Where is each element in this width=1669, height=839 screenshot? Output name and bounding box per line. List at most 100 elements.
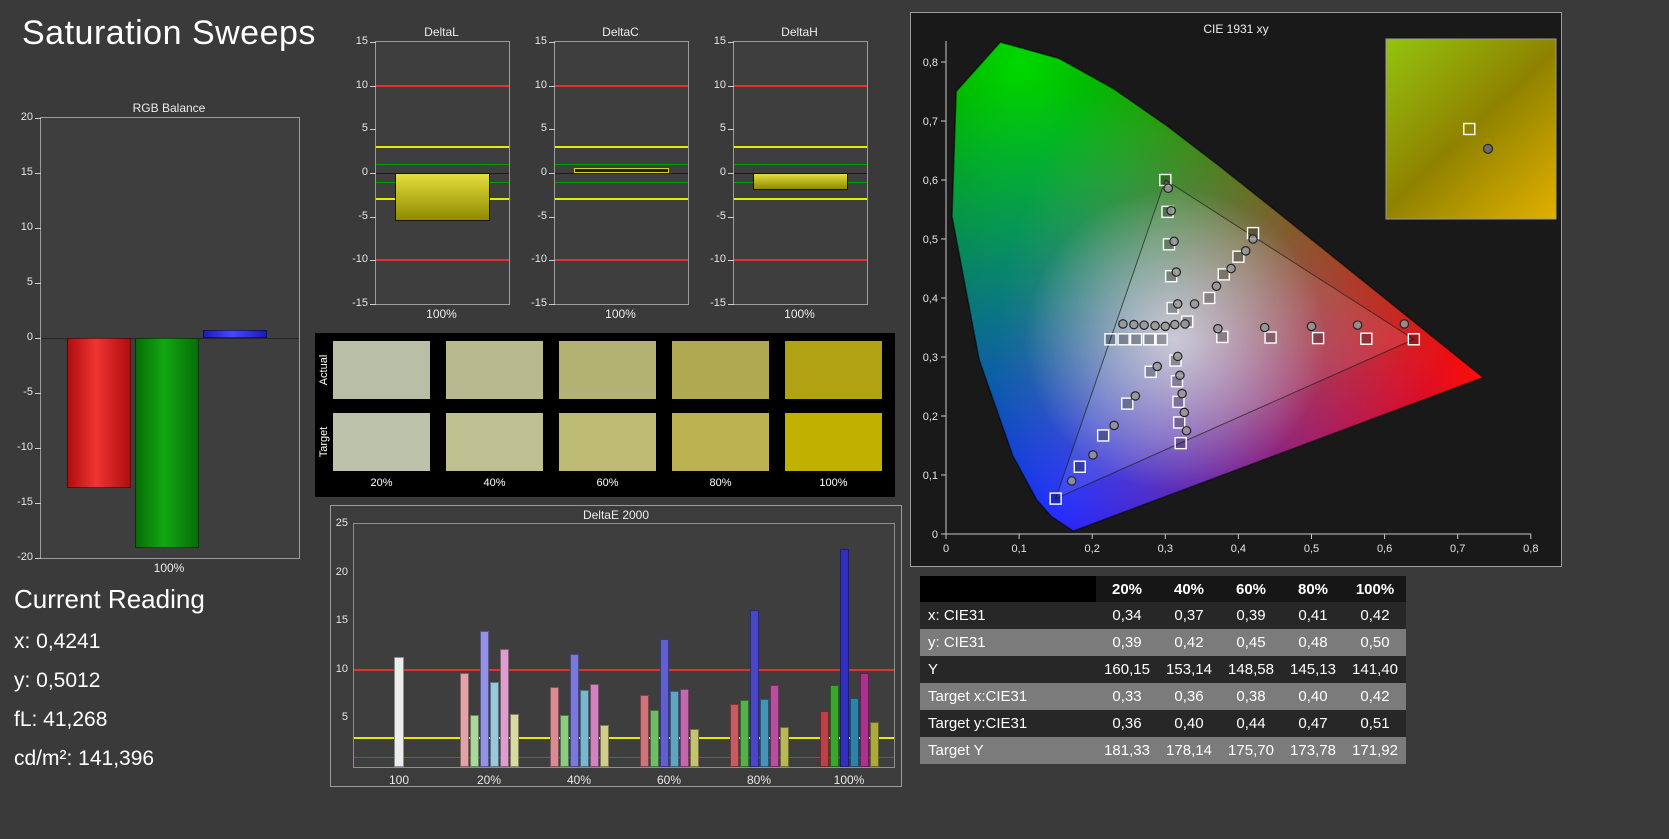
- target-marker: [1121, 397, 1134, 410]
- table-cell: 0,33: [1112, 688, 1142, 705]
- y-tick-label: -20: [17, 551, 33, 563]
- target-marker: [1129, 333, 1143, 346]
- deltac-xlabel: 100%: [605, 307, 636, 321]
- y-tick-label: 0,2: [923, 411, 938, 423]
- current-reading-cdm2: cd/m²: 141,396: [14, 747, 155, 770]
- deltae-bar: [869, 722, 879, 767]
- y-tick-label: 10: [355, 78, 368, 91]
- table-row: Target x:CIE31 0,33 0,36 0,38 0,40 0,42: [920, 683, 1406, 710]
- x-tick-label: 0,5: [1304, 543, 1319, 555]
- rgb-bar-blue: [203, 330, 267, 338]
- table-cell: 0,41: [1298, 607, 1328, 624]
- deltae-bar: [394, 657, 404, 767]
- ref-line-yellow: [555, 198, 688, 201]
- table-cell: 0,42: [1360, 688, 1390, 705]
- measured-marker: [1352, 320, 1363, 330]
- y-tick-mark: [35, 228, 41, 229]
- table-row: x: CIE31 0,34 0,37 0,39 0,41 0,42: [920, 602, 1406, 629]
- swatch-target-100%: [785, 413, 882, 471]
- target-marker: [1202, 291, 1216, 305]
- y-tick-label: -15: [352, 297, 368, 309]
- y-tick-mark: [35, 448, 41, 449]
- swatch-label: 60%: [596, 477, 619, 489]
- table-cell: 0,45: [1236, 634, 1266, 651]
- target-marker: [1174, 436, 1187, 450]
- y-tick-mark: [35, 118, 41, 119]
- x-axis-label: 20%: [476, 773, 502, 787]
- measured-marker: [1139, 320, 1149, 330]
- ref-line-red: [734, 84, 867, 87]
- ref-line-red: [376, 84, 509, 87]
- swatch-actual-20%: [333, 341, 430, 399]
- target-marker: [1117, 333, 1130, 346]
- cie-data-table: 20% 40% 60% 80% 100% x: CIE31 0,34 0,37 0,39 0,41…: [920, 576, 1406, 764]
- measured-marker: [1066, 476, 1077, 486]
- table-cell: 0,47: [1298, 715, 1328, 732]
- y-tick-label: 0,4: [923, 293, 938, 305]
- deltae-bar: [599, 725, 609, 767]
- target-marker: [1216, 330, 1229, 344]
- measured-marker: [1152, 361, 1163, 372]
- y-tick-label: 20: [335, 565, 348, 578]
- x-axis-label: 80%: [746, 773, 772, 787]
- measured-marker: [1166, 205, 1176, 216]
- measured-marker: [1259, 322, 1270, 333]
- y-tick-mark: [35, 503, 41, 504]
- table-cell: 0,37: [1174, 607, 1204, 624]
- target-marker: [1217, 268, 1230, 281]
- y-tick-mark: [728, 304, 734, 305]
- deltac-plot: 15 10 5 0 -5 -10 -15: [531, 35, 689, 309]
- deltaH-bar: [753, 173, 848, 191]
- y-tick-label: 0: [26, 331, 33, 343]
- target-marker: [1073, 460, 1086, 473]
- cie-panel: CIE 1931 xy 0 0,1 0,2 0,3 0,4 0,5 0,6 0,7 0,8 0 0,…: [910, 12, 1562, 567]
- cie-chart: CIE 1931 xy 0 0,1 0,2 0,3 0,4 0,5 0,6 0,7 0,8 0 0,…: [923, 22, 1557, 555]
- target-marker: [1104, 333, 1117, 346]
- y-tick-mark: [728, 129, 734, 131]
- ref-line-yellow: [555, 145, 688, 148]
- ref-line-yellow: [354, 736, 894, 739]
- y-tick-mark: [370, 173, 376, 174]
- y-tick-label: 10: [20, 221, 33, 233]
- y-tick-mark: [370, 85, 376, 87]
- x-axis-label: 60%: [656, 773, 682, 787]
- deltae-bar: [819, 710, 829, 767]
- swatch-actual-40%: [446, 341, 543, 399]
- x-tick-label: 0,1: [1011, 543, 1026, 555]
- y-tick-mark: [35, 393, 41, 394]
- table-cell: 0,40: [1174, 715, 1204, 732]
- rgb-bar-red: [67, 338, 131, 488]
- deltae-bar: [559, 714, 569, 767]
- deltae-bar: [639, 695, 649, 767]
- table-cell: 171,92: [1352, 742, 1398, 759]
- measured-marker: [1118, 319, 1128, 329]
- deltae-bar: [679, 689, 689, 767]
- target-marker: [1311, 331, 1325, 345]
- deltae-bar: [839, 549, 849, 767]
- table-cell: 0,48: [1298, 634, 1328, 651]
- deltae-bar: [759, 698, 769, 767]
- gamut-triangle: [1054, 179, 1415, 500]
- table-cell: 178,14: [1166, 742, 1212, 759]
- measured-marker: [1171, 267, 1182, 277]
- y-tick-mark: [549, 304, 555, 305]
- y-tick-mark: [35, 283, 41, 284]
- y-tick-mark: [370, 129, 376, 131]
- deltae-bar: [509, 713, 519, 767]
- y-tick-mark: [549, 173, 555, 174]
- y-tick-mark: [728, 173, 734, 174]
- swatch-row-label: Actual: [318, 354, 330, 386]
- measured-marker: [1240, 246, 1251, 256]
- ref-line-green: [555, 164, 688, 166]
- table-cell: 0,39: [1112, 634, 1142, 651]
- measured-marker: [1170, 319, 1180, 330]
- measured-marker: [1180, 319, 1190, 329]
- cie-inset-zoom: [1385, 38, 1557, 220]
- y-tick-label: 10: [713, 78, 726, 91]
- swatch-label: 40%: [483, 477, 506, 489]
- measured-marker: [1150, 320, 1160, 331]
- table-cell: 153,14: [1166, 661, 1212, 678]
- table-row: Y 160,15 153,14 148,58 145,13 141,40: [920, 656, 1406, 683]
- target-marker: [1264, 331, 1277, 344]
- rgb-bar-green: [135, 338, 199, 549]
